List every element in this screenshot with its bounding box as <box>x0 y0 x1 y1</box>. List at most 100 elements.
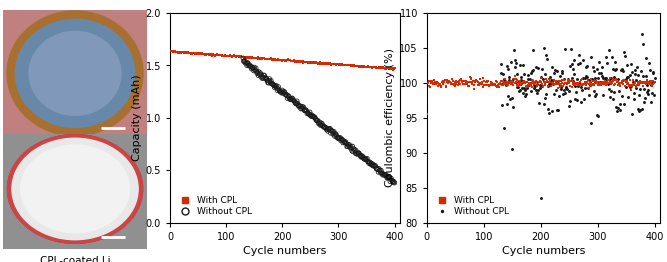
Point <box>299 60 309 64</box>
Point <box>380 66 391 70</box>
Point <box>366 65 376 69</box>
Circle shape <box>21 145 129 233</box>
Point <box>273 86 283 91</box>
Point <box>304 61 315 65</box>
Point <box>569 72 580 76</box>
Point <box>556 85 566 89</box>
Point <box>269 83 280 88</box>
Point <box>199 52 210 56</box>
Point <box>244 55 255 59</box>
Point <box>373 66 384 70</box>
Point <box>191 51 202 55</box>
Point <box>187 52 197 56</box>
Point <box>279 58 289 62</box>
Point <box>482 79 492 84</box>
Point <box>362 64 373 68</box>
Point <box>305 61 316 65</box>
Point <box>227 54 238 58</box>
Point <box>265 57 275 61</box>
Point <box>189 51 200 56</box>
Point <box>334 137 345 141</box>
Point <box>205 52 216 56</box>
Point <box>580 81 590 85</box>
Point <box>595 81 606 85</box>
Point <box>497 102 508 107</box>
Point <box>511 61 522 66</box>
Point <box>568 58 579 62</box>
Point <box>536 82 547 86</box>
Point <box>558 84 568 88</box>
Point <box>540 92 551 96</box>
Point <box>470 79 481 84</box>
Point <box>548 91 559 96</box>
Point <box>593 76 604 80</box>
Point <box>431 82 442 86</box>
Point <box>347 64 358 68</box>
Point <box>171 50 181 54</box>
Point <box>317 62 328 66</box>
Point <box>641 82 652 86</box>
Point <box>560 91 570 95</box>
Point <box>198 52 209 56</box>
Point <box>537 82 548 86</box>
Point <box>461 78 472 83</box>
Point <box>240 55 251 59</box>
Point <box>644 79 655 83</box>
Point <box>536 74 547 79</box>
Point <box>564 99 575 103</box>
Point <box>584 82 595 86</box>
Point <box>504 80 515 84</box>
Circle shape <box>8 135 143 243</box>
Point <box>489 81 500 86</box>
Point <box>579 86 590 90</box>
Point <box>568 82 578 86</box>
Point <box>329 134 340 138</box>
Point <box>199 52 209 56</box>
Point <box>350 151 361 155</box>
Point <box>504 80 514 84</box>
Point <box>294 60 305 64</box>
Point <box>223 54 233 58</box>
Point <box>368 164 379 168</box>
Point <box>564 89 574 93</box>
Point <box>220 54 231 58</box>
Point <box>241 54 251 59</box>
Point <box>358 65 368 69</box>
Point <box>336 138 347 142</box>
Point <box>342 145 352 149</box>
Point <box>457 79 468 84</box>
Point <box>323 127 334 131</box>
Point <box>577 77 588 81</box>
Point <box>632 83 642 88</box>
Point <box>293 103 303 107</box>
Point <box>197 52 208 56</box>
Point <box>175 50 185 54</box>
Circle shape <box>7 135 142 243</box>
Point <box>275 58 285 62</box>
Point <box>357 154 368 158</box>
Point <box>574 80 584 85</box>
Point <box>372 167 382 171</box>
Point <box>260 75 271 79</box>
Point <box>430 79 441 84</box>
Point <box>425 84 436 89</box>
Point <box>622 79 632 83</box>
Point <box>520 94 530 98</box>
Point <box>321 126 331 130</box>
Point <box>609 89 620 94</box>
Point <box>462 80 472 84</box>
Point <box>309 115 320 119</box>
Point <box>226 54 237 58</box>
Point <box>486 81 496 86</box>
Point <box>576 83 587 87</box>
Point <box>384 67 395 71</box>
Point <box>439 78 450 82</box>
Point <box>488 82 499 86</box>
Point <box>445 80 456 84</box>
Point <box>315 60 325 64</box>
Point <box>265 56 276 60</box>
Point <box>541 53 552 57</box>
Point <box>547 66 558 70</box>
Point <box>181 51 191 55</box>
Point <box>503 83 514 88</box>
